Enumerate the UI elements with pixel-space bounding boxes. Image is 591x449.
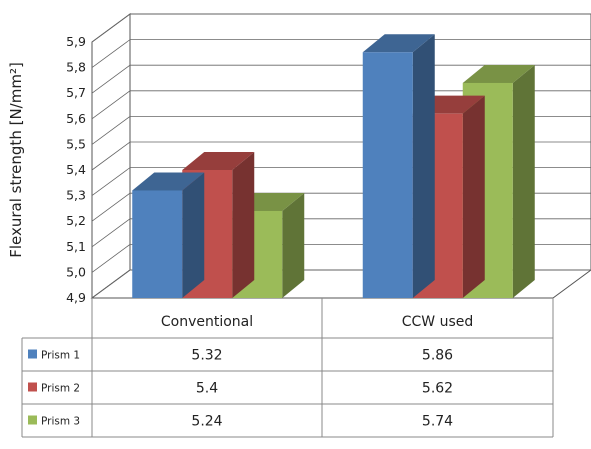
gridline (91, 64, 591, 94)
y-axis-label: Flexural strength [N/mm²] (7, 62, 25, 258)
y-tick-label: 5,1 (66, 239, 86, 254)
bar-side (182, 172, 205, 298)
legend-swatch (28, 349, 37, 359)
y-tick-label: 5,0 (66, 264, 86, 279)
gridline (91, 39, 591, 68)
y-tick-labels: 4,9 5,0 5,1 5,2 5,3 5,4 5,5 5,6 5,7 5,8 5,9 (66, 34, 86, 305)
legend-swatch (28, 382, 37, 392)
y-tick-label: 4,9 (66, 290, 86, 305)
legend-label: Prism 1 (41, 350, 80, 362)
data-label: 5.32 (191, 348, 222, 364)
bar-top (462, 64, 535, 83)
bar-front (362, 52, 413, 298)
data-label: 5.86 (422, 348, 453, 364)
y-tick-label: 5,7 (66, 85, 86, 100)
y-tick-label: 5,9 (66, 34, 86, 49)
category-label: CCW used (402, 314, 474, 330)
y-tick-label: 5,2 (66, 213, 86, 228)
bar-side (282, 192, 305, 298)
bar-side (462, 95, 485, 299)
y-tick-label: 5,3 (66, 188, 86, 203)
bar-side (412, 34, 435, 299)
legend-label: Prism 2 (41, 383, 80, 395)
legend-label: Prism 3 (41, 416, 80, 428)
bar-side (512, 64, 535, 299)
bar-top (362, 34, 435, 53)
bar (132, 172, 205, 298)
bar-top (182, 152, 255, 170)
data-label: 5.4 (196, 381, 218, 397)
y-tick-label: 5,4 (66, 162, 86, 177)
y-tick-label: 5,6 (66, 111, 86, 126)
data-label: 5.24 (191, 414, 222, 430)
bar (362, 34, 435, 299)
data-label: 5.74 (422, 414, 453, 430)
category-label: Conventional (161, 314, 253, 330)
bars (132, 34, 535, 299)
data-label: 5.62 (422, 381, 453, 397)
y-tick-label: 5,8 (66, 60, 86, 75)
bar-front (132, 190, 183, 298)
data-table: Conventional CCW used Prism 1 5.32 5.86 Prism… (21, 298, 554, 438)
gridline (91, 90, 591, 120)
legend-swatch (28, 415, 37, 425)
gridline (91, 13, 591, 43)
y-tick-label: 5,5 (66, 136, 86, 151)
bar-side (232, 152, 255, 298)
bar-top (132, 172, 205, 191)
